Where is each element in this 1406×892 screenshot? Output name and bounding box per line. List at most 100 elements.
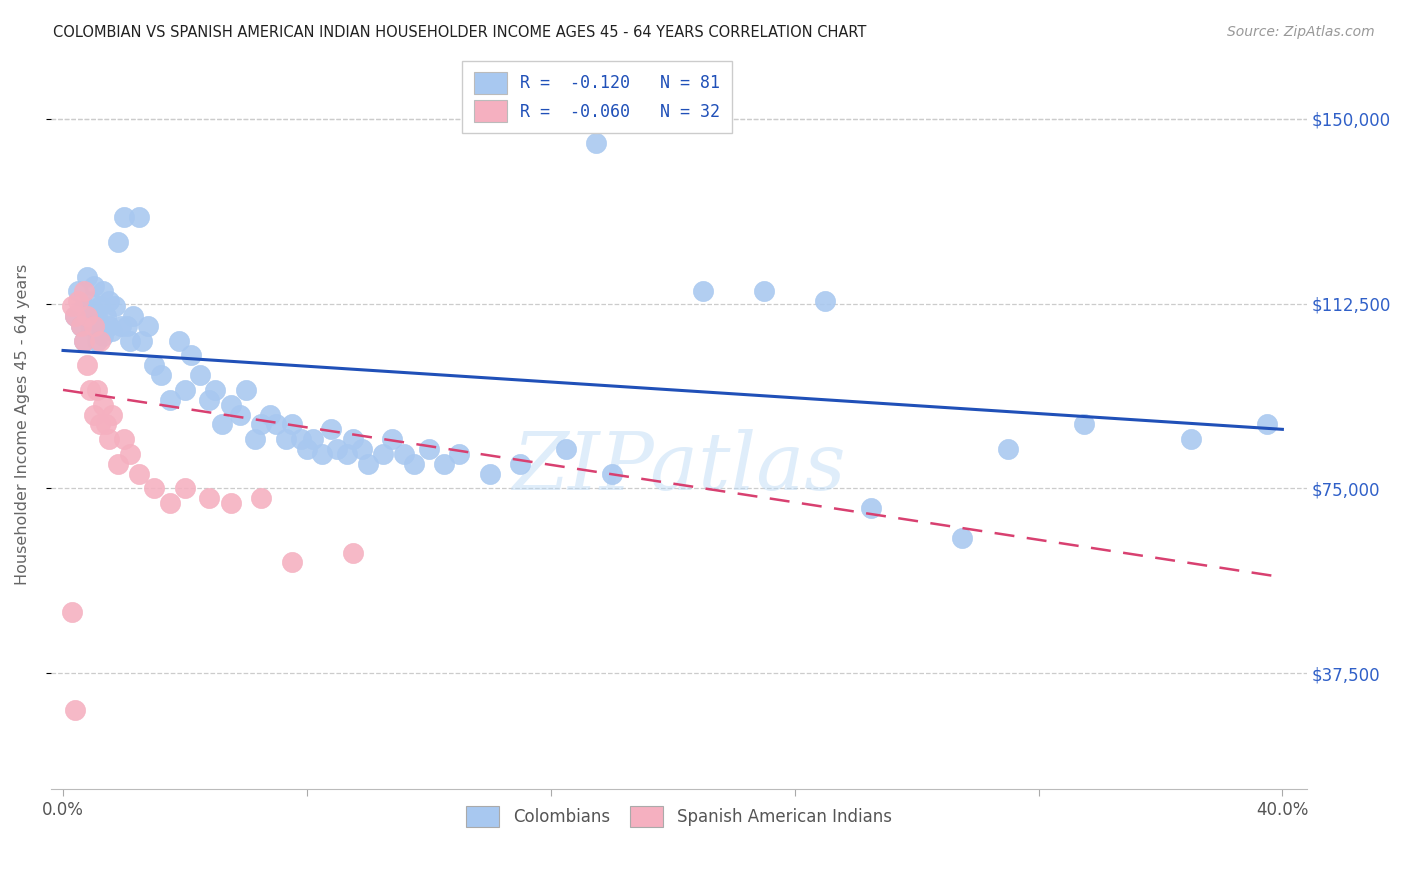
Y-axis label: Householder Income Ages 45 - 64 years: Householder Income Ages 45 - 64 years [15,264,30,585]
Point [73,334,96,348]
Point [91,328,114,343]
Point [188,368,211,383]
Point [70,318,93,333]
Text: ZIPatlas: ZIPatlas [512,429,845,507]
Point [86,334,108,348]
Point [138,318,160,333]
Point [89,299,111,313]
Point [97,294,120,309]
Point [394,447,416,461]
Point [290,432,312,446]
Point [371,447,394,461]
Point [167,334,190,348]
Point [86,309,108,323]
Point [67,285,90,299]
Point [692,285,714,299]
Point [86,383,108,397]
Point [104,299,127,313]
Point [91,398,114,412]
Point [143,358,166,372]
Point [1180,432,1202,446]
Point [752,285,775,299]
Point [107,235,129,249]
Point [63,309,86,323]
Point [311,447,333,461]
Point [60,605,83,619]
Point [70,318,93,333]
Point [128,211,150,225]
Point [143,482,166,496]
Point [219,496,242,510]
Point [79,294,101,309]
Point [89,318,111,333]
Point [73,299,96,313]
Point [73,285,96,299]
Point [350,442,373,456]
Point [89,334,111,348]
Point [83,318,105,333]
Point [131,334,153,348]
Point [585,136,607,151]
Point [97,318,120,333]
Point [83,279,105,293]
Point [235,383,257,397]
Point [250,417,273,432]
Point [1073,417,1095,432]
Legend: Colombians, Spanish American Indians: Colombians, Spanish American Indians [458,797,900,836]
Point [120,447,142,461]
Point [174,482,197,496]
Point [647,112,669,126]
Point [509,457,531,471]
Point [107,457,129,471]
Point [250,491,273,506]
Point [76,358,98,372]
Point [478,467,501,481]
Point [302,432,325,446]
Point [1256,417,1278,432]
Point [174,383,197,397]
Point [600,467,623,481]
Point [243,432,266,446]
Point [219,398,242,412]
Point [266,417,288,432]
Point [79,383,101,397]
Point [321,422,343,436]
Point [112,432,135,446]
Point [149,368,172,383]
Point [115,318,138,333]
Point [94,309,117,323]
Point [83,408,105,422]
Point [198,392,221,407]
Point [259,408,281,422]
Point [381,432,404,446]
Point [120,334,142,348]
Point [342,432,364,446]
Point [198,491,221,506]
Point [63,309,86,323]
Point [159,496,181,510]
Text: Source: ZipAtlas.com: Source: ZipAtlas.com [1227,25,1375,39]
Point [433,457,456,471]
Point [449,447,471,461]
Point [76,269,98,284]
Point [180,348,202,362]
Point [79,318,101,333]
Point [274,432,297,446]
Point [97,432,120,446]
Point [89,417,111,432]
Point [83,304,105,318]
Point [280,556,302,570]
Point [122,309,145,323]
Point [110,318,132,333]
Point [280,417,302,432]
Point [112,211,135,225]
Point [997,442,1019,456]
Point [128,467,150,481]
Point [357,457,380,471]
Point [91,285,114,299]
Point [204,383,226,397]
Point [211,417,233,432]
Point [326,442,349,456]
Point [101,408,124,422]
Point [295,442,318,456]
